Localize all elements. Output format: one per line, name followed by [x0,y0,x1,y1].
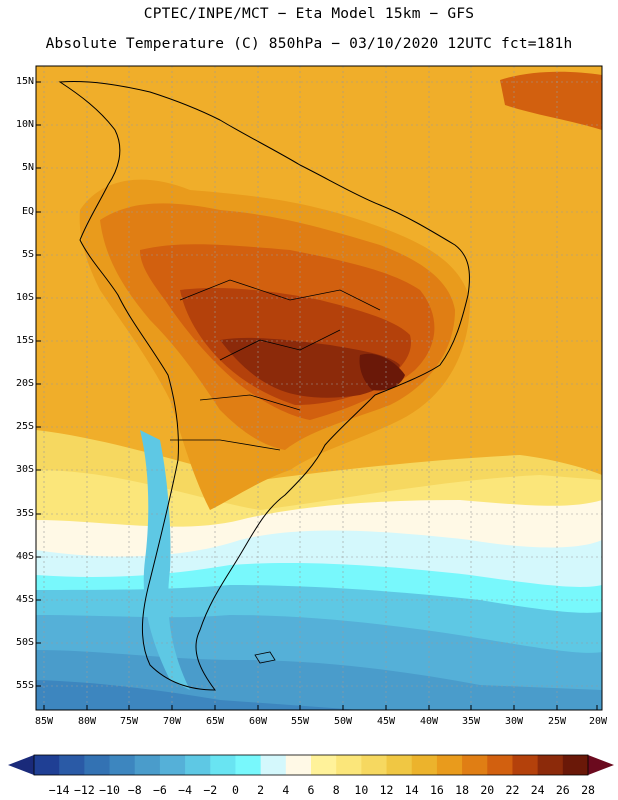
lat-label: 40S [15,551,34,562]
colorbar-label: 8 [332,783,340,797]
lat-label: 15N [15,76,34,87]
lat-label: 10S [15,292,34,303]
colorbar-label: 18 [455,783,469,797]
colorbar-swatch [134,755,161,775]
colorbar-swatch [512,755,539,775]
colorbar-label: −4 [178,783,192,797]
colorbar-label: −10 [99,783,120,797]
colorbar-swatch [386,755,413,775]
temperature-field [36,66,602,710]
header-line-2: Absolute Temperature (C) 850hPa − 03/10/… [45,36,573,52]
lat-label: 5N [21,162,34,173]
colorbar-swatch [336,755,362,775]
colorbar-label: 22 [505,783,520,797]
colorbar-swatch [361,755,388,775]
lon-label: 60W [248,716,268,727]
lon-label: 55W [290,716,310,727]
colorbar-swatch [285,755,312,775]
colorbar-label: 24 [530,783,545,797]
south-america-coastline [58,81,470,691]
lat-label: 25S [15,421,34,432]
falkland-islands [254,651,276,664]
colorbar-swatch [59,755,85,775]
colorbar-low-arrow [8,755,34,775]
colorbar-swatch [235,755,262,775]
colorbar-swatch [84,755,111,775]
lon-label: 85W [34,716,54,727]
lon-label: 30W [504,716,524,727]
colorbar-label: −6 [152,783,167,797]
colorbar-label: 28 [581,783,595,797]
lon-label: 80W [77,716,97,727]
colorbar-label: 20 [480,783,495,797]
header-line-1: CPTEC/INPE/MCT − Eta Model 15km − GFS [143,6,475,22]
colorbar-label: −14 [48,783,70,797]
colorbar-label: 10 [354,783,369,797]
lat-label: 50S [15,637,34,648]
colorbar-label: 2 [257,783,265,797]
colorbar-label: −12 [73,783,95,797]
colorbar-label: 26 [555,783,570,797]
lon-label: 35W [461,716,481,727]
map-frame [35,65,603,711]
colorbar-swatch [185,755,211,775]
colorbar-label: 16 [429,783,444,797]
lon-label: 70W [162,716,182,727]
lon-label: 20W [588,716,608,727]
colorbar-swatch [210,755,236,775]
colorbar-swatch [260,755,287,775]
colorbar-swatch [411,755,438,775]
graticule [36,66,602,710]
colorbar-label: 0 [231,783,239,797]
lon-label: 65W [205,716,225,727]
lat-label: 10N [15,119,34,130]
colorbar-swatch [159,755,186,775]
lat-label: 5S [21,249,34,260]
colorbar-label: 6 [307,783,315,797]
colorbar-label: 4 [282,783,290,797]
lon-label: 50W [333,716,353,727]
lon-label: 25W [547,716,567,727]
colorbar-high-arrow [588,755,614,775]
colorbar-label: 14 [404,783,419,797]
lat-label: 35S [15,508,34,519]
lat-label: 20S [15,378,34,389]
colorbar-label: −2 [203,783,218,797]
colorbar-swatch [462,755,488,775]
lon-label: 40W [419,716,439,727]
colorbar [8,754,614,776]
lon-label: 45W [376,716,396,727]
colorbar-label: −8 [127,783,142,797]
lat-label: 15S [15,335,34,346]
lat-label: 45S [15,594,34,605]
lat-label: EQ [21,206,34,217]
colorbar-swatch [487,755,513,775]
axis-ticks [36,81,598,710]
colorbar-swatch [34,755,60,775]
colorbar-swatch [311,755,337,775]
colorbar-swatch [562,755,589,775]
colorbar-label: 12 [379,783,394,797]
colorbar-swatch [436,755,463,775]
country-borders [170,279,381,451]
colorbar-outline [33,754,589,776]
lat-label: 30S [15,464,34,475]
lat-label: 55S [15,680,34,691]
colorbar-swatch [537,755,564,775]
colorbar-swatch [109,755,136,775]
lon-label: 75W [119,716,139,727]
